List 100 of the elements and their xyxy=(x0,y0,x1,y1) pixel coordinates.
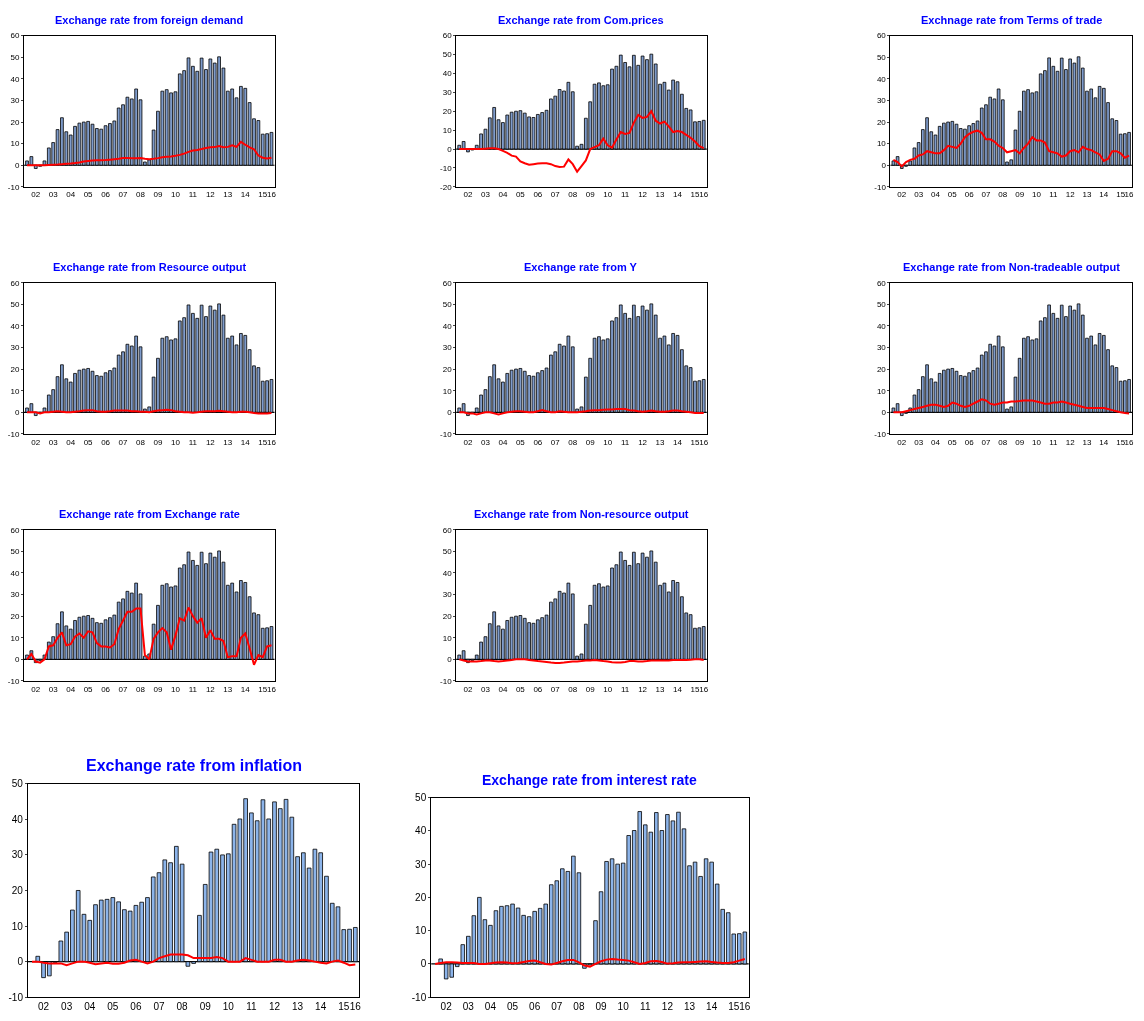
x-tick-label: 10 xyxy=(222,1001,235,1013)
x-tick-label: 07 xyxy=(981,437,991,447)
x-tick-label: 15 xyxy=(690,190,700,200)
x-tick-label: 15 xyxy=(690,684,700,694)
x-tick-label: 13 xyxy=(683,1001,696,1013)
x-tick-label: 07 xyxy=(118,437,129,447)
x-tick-label: 09 xyxy=(1015,190,1025,200)
y-tick-label: 0 xyxy=(447,655,453,665)
y-tick-label: 10 xyxy=(10,139,20,149)
y-tick-label: 40 xyxy=(876,74,887,84)
y-tick-label: 20 xyxy=(10,364,20,374)
x-tick-label: 11 xyxy=(188,437,198,447)
x-tick-label: 05 xyxy=(83,190,94,200)
x-tick-label: 03 xyxy=(48,437,59,447)
x-tick-label: 15 xyxy=(1116,437,1126,447)
x-tick-label: 03 xyxy=(462,1001,475,1013)
x-tick-label: 03 xyxy=(48,684,59,694)
y-tick-label: 40 xyxy=(10,74,20,84)
x-tick-label: 02 xyxy=(440,1001,453,1013)
x-tick-label: 05 xyxy=(506,1001,519,1013)
x-tick-label: 14 xyxy=(1099,190,1109,200)
x-tick-label: 07 xyxy=(550,190,561,200)
x-tick-label: 08 xyxy=(568,684,578,694)
x-tick-label: 15 xyxy=(258,684,268,694)
x-tick-label: 13 xyxy=(1082,190,1092,200)
x-tick-label: 06 xyxy=(533,684,543,694)
x-tick-label: 15 xyxy=(258,190,268,200)
x-tick-label: 07 xyxy=(550,437,561,447)
y-tick-label: 60 xyxy=(876,278,887,288)
y-tick-label: 60 xyxy=(442,525,453,535)
chart-title: Exchange rate from Exchange rate xyxy=(59,508,240,520)
y-tick-label: -10 xyxy=(8,991,24,1003)
x-tick-label: 10 xyxy=(170,190,181,200)
x-tick-label: 07 xyxy=(981,190,991,200)
x-tick-label: 06 xyxy=(964,437,975,447)
y-tick-label: 30 xyxy=(442,343,453,353)
y-tick-label: 30 xyxy=(10,590,20,600)
y-tick-label: 30 xyxy=(442,88,453,98)
y-tick-label: 30 xyxy=(876,343,887,353)
x-tick-label: 13 xyxy=(655,684,666,694)
x-tick-label: 11 xyxy=(188,684,198,694)
x-tick-label: 08 xyxy=(998,437,1008,447)
x-tick-label: 16 xyxy=(739,1001,751,1013)
x-tick-label: 05 xyxy=(107,1001,119,1013)
x-tick-label: 16 xyxy=(699,684,709,694)
x-tick-label: 02 xyxy=(37,1001,50,1013)
x-tick-label: 04 xyxy=(66,190,76,200)
x-tick-label: 03 xyxy=(481,190,491,200)
x-tick-label: 02 xyxy=(31,684,41,694)
y-tick-label: 40 xyxy=(10,568,20,578)
x-tick-label: 10 xyxy=(603,190,613,200)
x-tick-label: 09 xyxy=(585,437,596,447)
y-tick-label: -10 xyxy=(440,429,453,439)
chart-title: Exchange rate from Y xyxy=(524,261,638,273)
y-tick-label: 50 xyxy=(10,547,20,557)
x-tick-label: 03 xyxy=(481,437,491,447)
y-tick-label: 60 xyxy=(876,31,887,41)
y-tick-label: 30 xyxy=(10,343,20,353)
y-tick-label: 0 xyxy=(447,408,453,418)
x-tick-label: 15 xyxy=(1116,190,1126,200)
y-tick-label: 20 xyxy=(442,107,453,117)
y-tick-label: 20 xyxy=(876,117,887,127)
x-tick-label: 11 xyxy=(640,1001,651,1013)
x-tick-label: 09 xyxy=(595,1001,608,1013)
x-tick-label: 08 xyxy=(136,190,146,200)
x-tick-label: 16 xyxy=(699,190,709,200)
x-tick-label: 15 xyxy=(690,437,700,447)
x-tick-label: 12 xyxy=(1065,190,1076,200)
x-tick-label: 14 xyxy=(240,437,251,447)
y-tick-label: 40 xyxy=(415,825,427,837)
x-tick-label: 06 xyxy=(130,1001,142,1013)
y-tick-label: -10 xyxy=(874,182,887,192)
x-tick-label: 15 xyxy=(728,1001,740,1013)
x-tick-label: 07 xyxy=(118,190,129,200)
x-tick-label: 04 xyxy=(484,1001,497,1013)
x-tick-label: 05 xyxy=(947,437,958,447)
x-tick-label: 02 xyxy=(31,190,41,200)
x-tick-label: 12 xyxy=(205,190,216,200)
x-tick-label: 14 xyxy=(673,190,683,200)
x-tick-label: 13 xyxy=(292,1001,304,1013)
x-tick-label: 07 xyxy=(550,684,561,694)
y-tick-label: 30 xyxy=(11,849,24,861)
x-tick-label: 05 xyxy=(515,684,526,694)
x-tick-label: 13 xyxy=(655,437,666,447)
x-tick-label: 09 xyxy=(199,1001,212,1013)
x-tick-label: 08 xyxy=(573,1001,585,1013)
y-tick-label: -20 xyxy=(440,182,453,192)
x-tick-label: 03 xyxy=(914,190,924,200)
y-tick-label: 50 xyxy=(442,547,453,557)
x-tick-label: 12 xyxy=(661,1001,674,1013)
y-tick-label: 10 xyxy=(876,386,887,396)
y-tick-label: 10 xyxy=(415,925,427,937)
x-tick-label: 02 xyxy=(897,190,907,200)
y-tick-label: 0 xyxy=(14,408,20,418)
y-tick-label: 20 xyxy=(10,611,20,621)
x-tick-label: 05 xyxy=(515,437,526,447)
y-tick-label: 60 xyxy=(442,278,453,288)
chart-title: Exchange rate from Non-tradeable output xyxy=(903,261,1121,273)
x-tick-label: 04 xyxy=(66,684,76,694)
x-tick-label: 05 xyxy=(515,190,526,200)
